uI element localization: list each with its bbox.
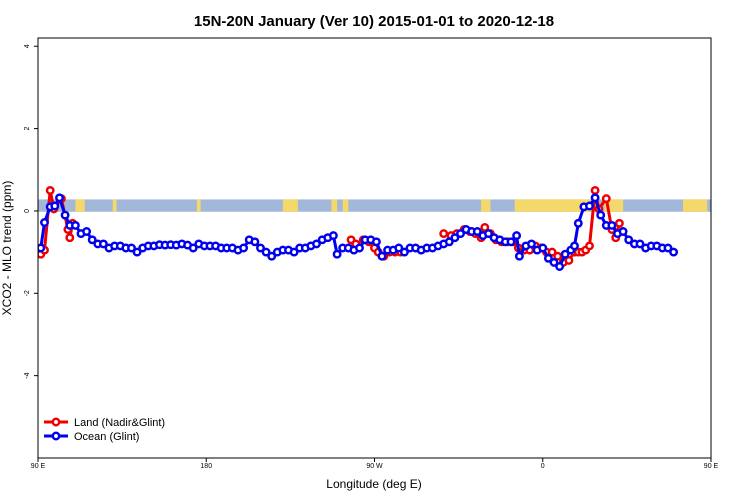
legend-swatch-marker [51,431,61,441]
data-point [132,247,142,257]
data-point [506,237,516,247]
x-axis-label: Longitude (deg E) [326,477,421,491]
x-tick-label: 90 W [366,463,383,470]
data-point [50,201,60,211]
data-point [239,243,249,253]
series-ocean [38,193,679,271]
data-point [40,218,49,227]
data-point [472,227,482,236]
data-point [289,247,299,257]
data-point [564,255,574,265]
data-point [450,233,460,243]
data-point [590,193,600,203]
data-point [570,241,579,251]
data-point [514,251,524,261]
data-point [614,218,624,228]
x-tick-label: 90 E [31,463,46,470]
data-point [444,237,454,247]
map-land-patch [342,199,349,212]
legend: Land (Nadir&Glint) Ocean (Glint) [44,417,165,443]
data-point [55,193,64,203]
y-tick-label: -2 [24,290,31,296]
data-point [65,233,75,243]
series-layer [38,185,679,271]
map-land-patch [481,199,491,212]
data-point [484,229,493,239]
data-point [70,220,80,230]
data-point [267,251,277,261]
data-point [585,241,594,251]
data-point [261,247,271,257]
x-tick-label: 90 E [704,463,719,470]
data-point [555,262,565,271]
y-axis: 4 2 0 -2 -4 [24,44,38,379]
map-land-patch [282,199,298,212]
data-point [573,218,583,228]
data-point [512,231,522,241]
data-point [601,194,611,204]
data-point [538,243,548,253]
data-point [188,243,198,253]
data-point [332,249,342,259]
data-point [527,239,536,249]
data-point [663,243,673,253]
data-point [618,227,628,236]
data-point [394,243,404,253]
data-point [543,253,553,263]
x-tick-label: 0 [541,463,545,470]
data-point [45,185,55,195]
data-point [607,220,617,230]
map-land-patch [112,199,117,212]
legend-label: Land (Nadir&Glint) [74,417,165,429]
x-axis: 90 E 180 90 W 0 90 E [31,458,719,470]
y-tick-label: 4 [24,44,31,48]
data-point [585,201,594,211]
data-point [549,257,559,267]
x-tick-label: 180 [200,463,212,470]
y-tick-label: 0 [24,209,31,213]
data-point [399,247,409,257]
data-point [82,227,92,236]
data-point [596,210,606,220]
map-land-patch [514,199,599,212]
data-point [87,235,97,245]
data-point [456,229,465,239]
data-point [98,239,108,249]
map-land-patch [720,199,726,211]
data-point [439,229,449,239]
data-point [590,185,600,195]
data-point [480,222,490,232]
legend-label: Ocean (Glint) [74,431,139,443]
map-land-patch [331,199,338,212]
map-land-patch [682,199,708,212]
data-point [553,251,563,261]
data-point [377,251,387,261]
data-point [624,235,634,245]
data-point [312,239,321,249]
data-point [328,231,338,241]
map-land-patch [75,199,85,212]
data-point [60,210,70,220]
data-point [547,247,557,257]
data-point [371,237,381,247]
data-point [355,243,364,253]
y-axis-label: XCO2 - MLO trend (ppm) [0,181,14,316]
data-point [38,243,46,253]
data-point [635,239,645,249]
data-point [560,249,570,259]
legend-swatch-marker [51,417,61,427]
data-point [256,243,265,253]
y-tick-label: 2 [24,127,31,131]
chart-title: 15N-20N January (Ver 10) 2015-01-01 to 2… [194,13,554,30]
map-land-patch [196,199,201,212]
data-point [250,237,260,247]
data-point [669,247,679,257]
map-strip [38,199,726,212]
data-point [127,243,136,253]
y-tick-label: -4 [24,372,31,378]
